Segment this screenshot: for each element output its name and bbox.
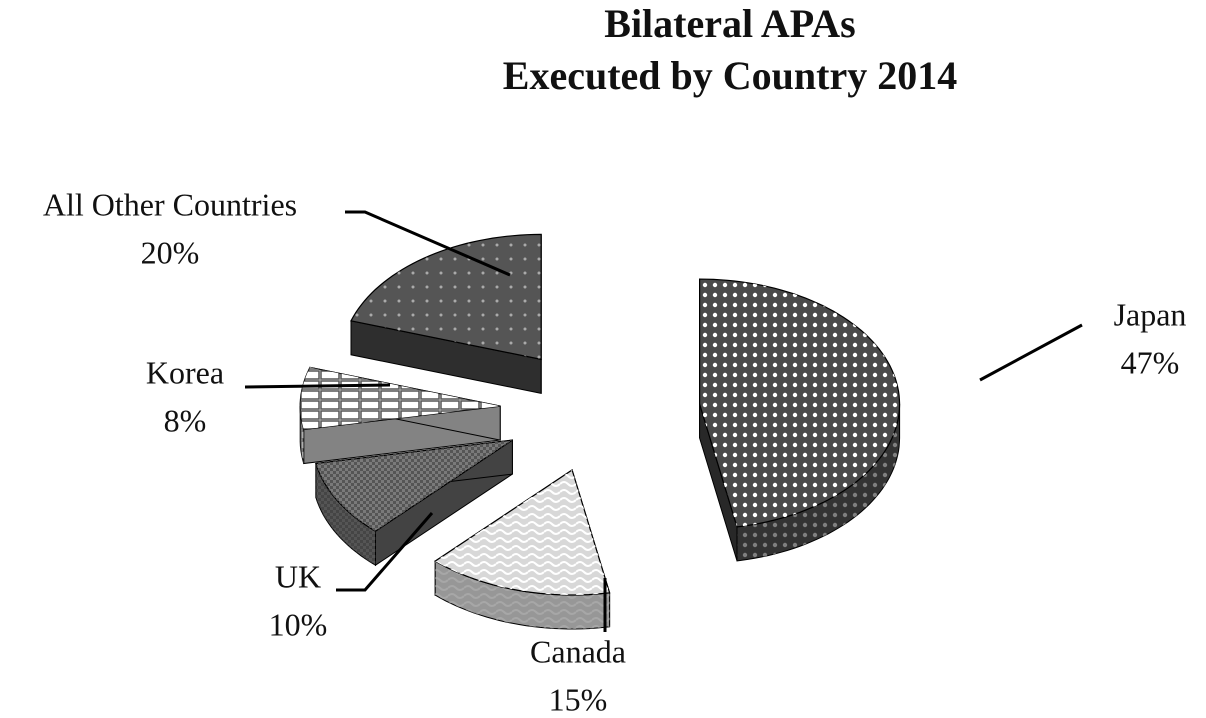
category-label: All Other Countries <box>43 186 297 222</box>
pie <box>299 233 901 630</box>
slice-pattern <box>300 367 501 430</box>
category-label: Japan <box>1114 296 1187 332</box>
value-label: 8% <box>164 402 207 438</box>
leader-line <box>336 512 434 592</box>
chart-title: Executed by Country 2014 <box>503 53 957 98</box>
slice-wall-pattern <box>435 561 610 629</box>
slice-wall-pattern <box>315 463 376 566</box>
leader-line <box>345 210 511 277</box>
slice-pattern <box>351 234 542 360</box>
slice-wall-shade <box>315 463 376 566</box>
slice-side-shade <box>351 320 542 394</box>
labels: Japan 47% Canada 15% UK 10% Korea 8% All Other C… <box>43 186 1187 717</box>
slice-pattern <box>699 279 900 527</box>
slice-wall-shade <box>737 404 900 561</box>
value-label: 20% <box>141 234 200 270</box>
chart-title: Bilateral APAs <box>604 1 855 46</box>
category-label: UK <box>275 558 321 594</box>
slice-wall-shade <box>435 561 610 629</box>
leader-line <box>244 383 391 389</box>
leader-line <box>979 323 1083 382</box>
slice-pattern <box>315 440 513 532</box>
category-label: Korea <box>146 354 224 390</box>
slice-pattern <box>435 470 610 595</box>
value-label: 47% <box>1121 344 1180 380</box>
category-label: Canada <box>530 633 626 669</box>
value-label: 10% <box>269 606 328 642</box>
value-label: 15% <box>549 681 608 717</box>
slice-wall-pattern <box>737 404 900 561</box>
slice-side-shade <box>699 404 737 561</box>
